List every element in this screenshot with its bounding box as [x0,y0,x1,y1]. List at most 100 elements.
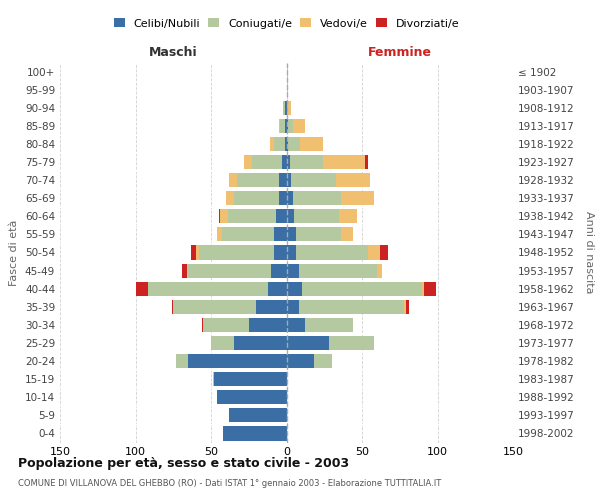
Bar [268,282,287,296]
Bar [233,191,279,206]
Bar [329,336,374,350]
Bar [172,300,173,314]
Bar [287,336,329,350]
Bar [287,100,288,115]
Bar [244,155,252,169]
Bar [293,191,341,206]
Y-axis label: Anni di nascita: Anni di nascita [584,211,594,294]
Bar [287,137,288,151]
Bar [176,354,188,368]
Bar [287,155,290,169]
Bar [287,210,294,224]
Bar [368,246,380,260]
Bar [274,246,287,260]
Text: Femmine: Femmine [368,46,432,59]
Bar [280,119,285,133]
Bar [229,408,287,422]
Bar [274,137,285,151]
Bar [217,228,221,241]
Bar [287,318,305,332]
Bar [288,100,291,115]
Text: COMUNE DI VILLANOVA DEL GHEBBO (RO) - Dati ISTAT 1° gennaio 2003 - Elaborazione : COMUNE DI VILLANOVA DEL GHEBBO (RO) - Da… [18,479,441,488]
Bar [294,210,340,224]
Y-axis label: Fasce di età: Fasce di età [10,220,19,286]
Bar [196,246,199,260]
Bar [341,228,353,241]
Bar [220,210,227,224]
Bar [252,155,282,169]
Bar [337,173,370,187]
Bar [299,300,404,314]
Bar [290,155,323,169]
Bar [271,264,287,278]
Bar [285,137,287,151]
Bar [287,173,291,187]
Bar [380,246,388,260]
Bar [203,318,249,332]
Bar [288,119,293,133]
Bar [296,228,341,241]
Bar [287,119,288,133]
Bar [406,300,409,314]
Bar [424,282,436,296]
Bar [291,173,337,187]
Bar [202,318,203,332]
Bar [293,119,305,133]
Bar [223,426,287,440]
Bar [422,282,424,296]
Bar [283,100,285,115]
Bar [287,282,302,296]
Bar [288,137,300,151]
Bar [276,210,287,224]
Bar [236,173,279,187]
Bar [218,210,220,224]
Bar [249,318,287,332]
Bar [229,173,236,187]
Bar [188,354,287,368]
Bar [341,191,374,206]
Bar [136,282,148,296]
Bar [287,264,299,278]
Legend: Celibi/Nubili, Coniugati/e, Vedovi/e, Divorziati/e: Celibi/Nubili, Coniugati/e, Vedovi/e, Di… [110,15,463,32]
Bar [287,64,288,78]
Bar [191,246,196,260]
Bar [187,264,188,278]
Bar [217,390,287,404]
Bar [212,372,214,386]
Bar [299,264,377,278]
Bar [256,300,287,314]
Bar [287,82,288,96]
Bar [305,318,353,332]
Bar [377,264,382,278]
Bar [148,282,268,296]
Bar [287,246,296,260]
Bar [227,210,276,224]
Bar [274,228,287,241]
Text: Popolazione per età, sesso e stato civile - 2003: Popolazione per età, sesso e stato civil… [18,458,349,470]
Bar [287,191,293,206]
Bar [211,336,233,350]
Bar [287,300,299,314]
Bar [173,300,256,314]
Bar [285,119,287,133]
Bar [279,173,287,187]
Bar [226,191,233,206]
Bar [199,246,274,260]
Bar [287,228,296,241]
Bar [287,354,314,368]
Bar [300,137,323,151]
Bar [365,155,368,169]
Bar [214,372,287,386]
Bar [314,354,332,368]
Bar [270,137,274,151]
Bar [221,228,274,241]
Bar [404,300,406,314]
Bar [279,119,280,133]
Bar [340,210,358,224]
Bar [323,155,365,169]
Bar [282,155,287,169]
Bar [285,100,287,115]
Bar [279,191,287,206]
Bar [188,264,271,278]
Bar [182,264,187,278]
